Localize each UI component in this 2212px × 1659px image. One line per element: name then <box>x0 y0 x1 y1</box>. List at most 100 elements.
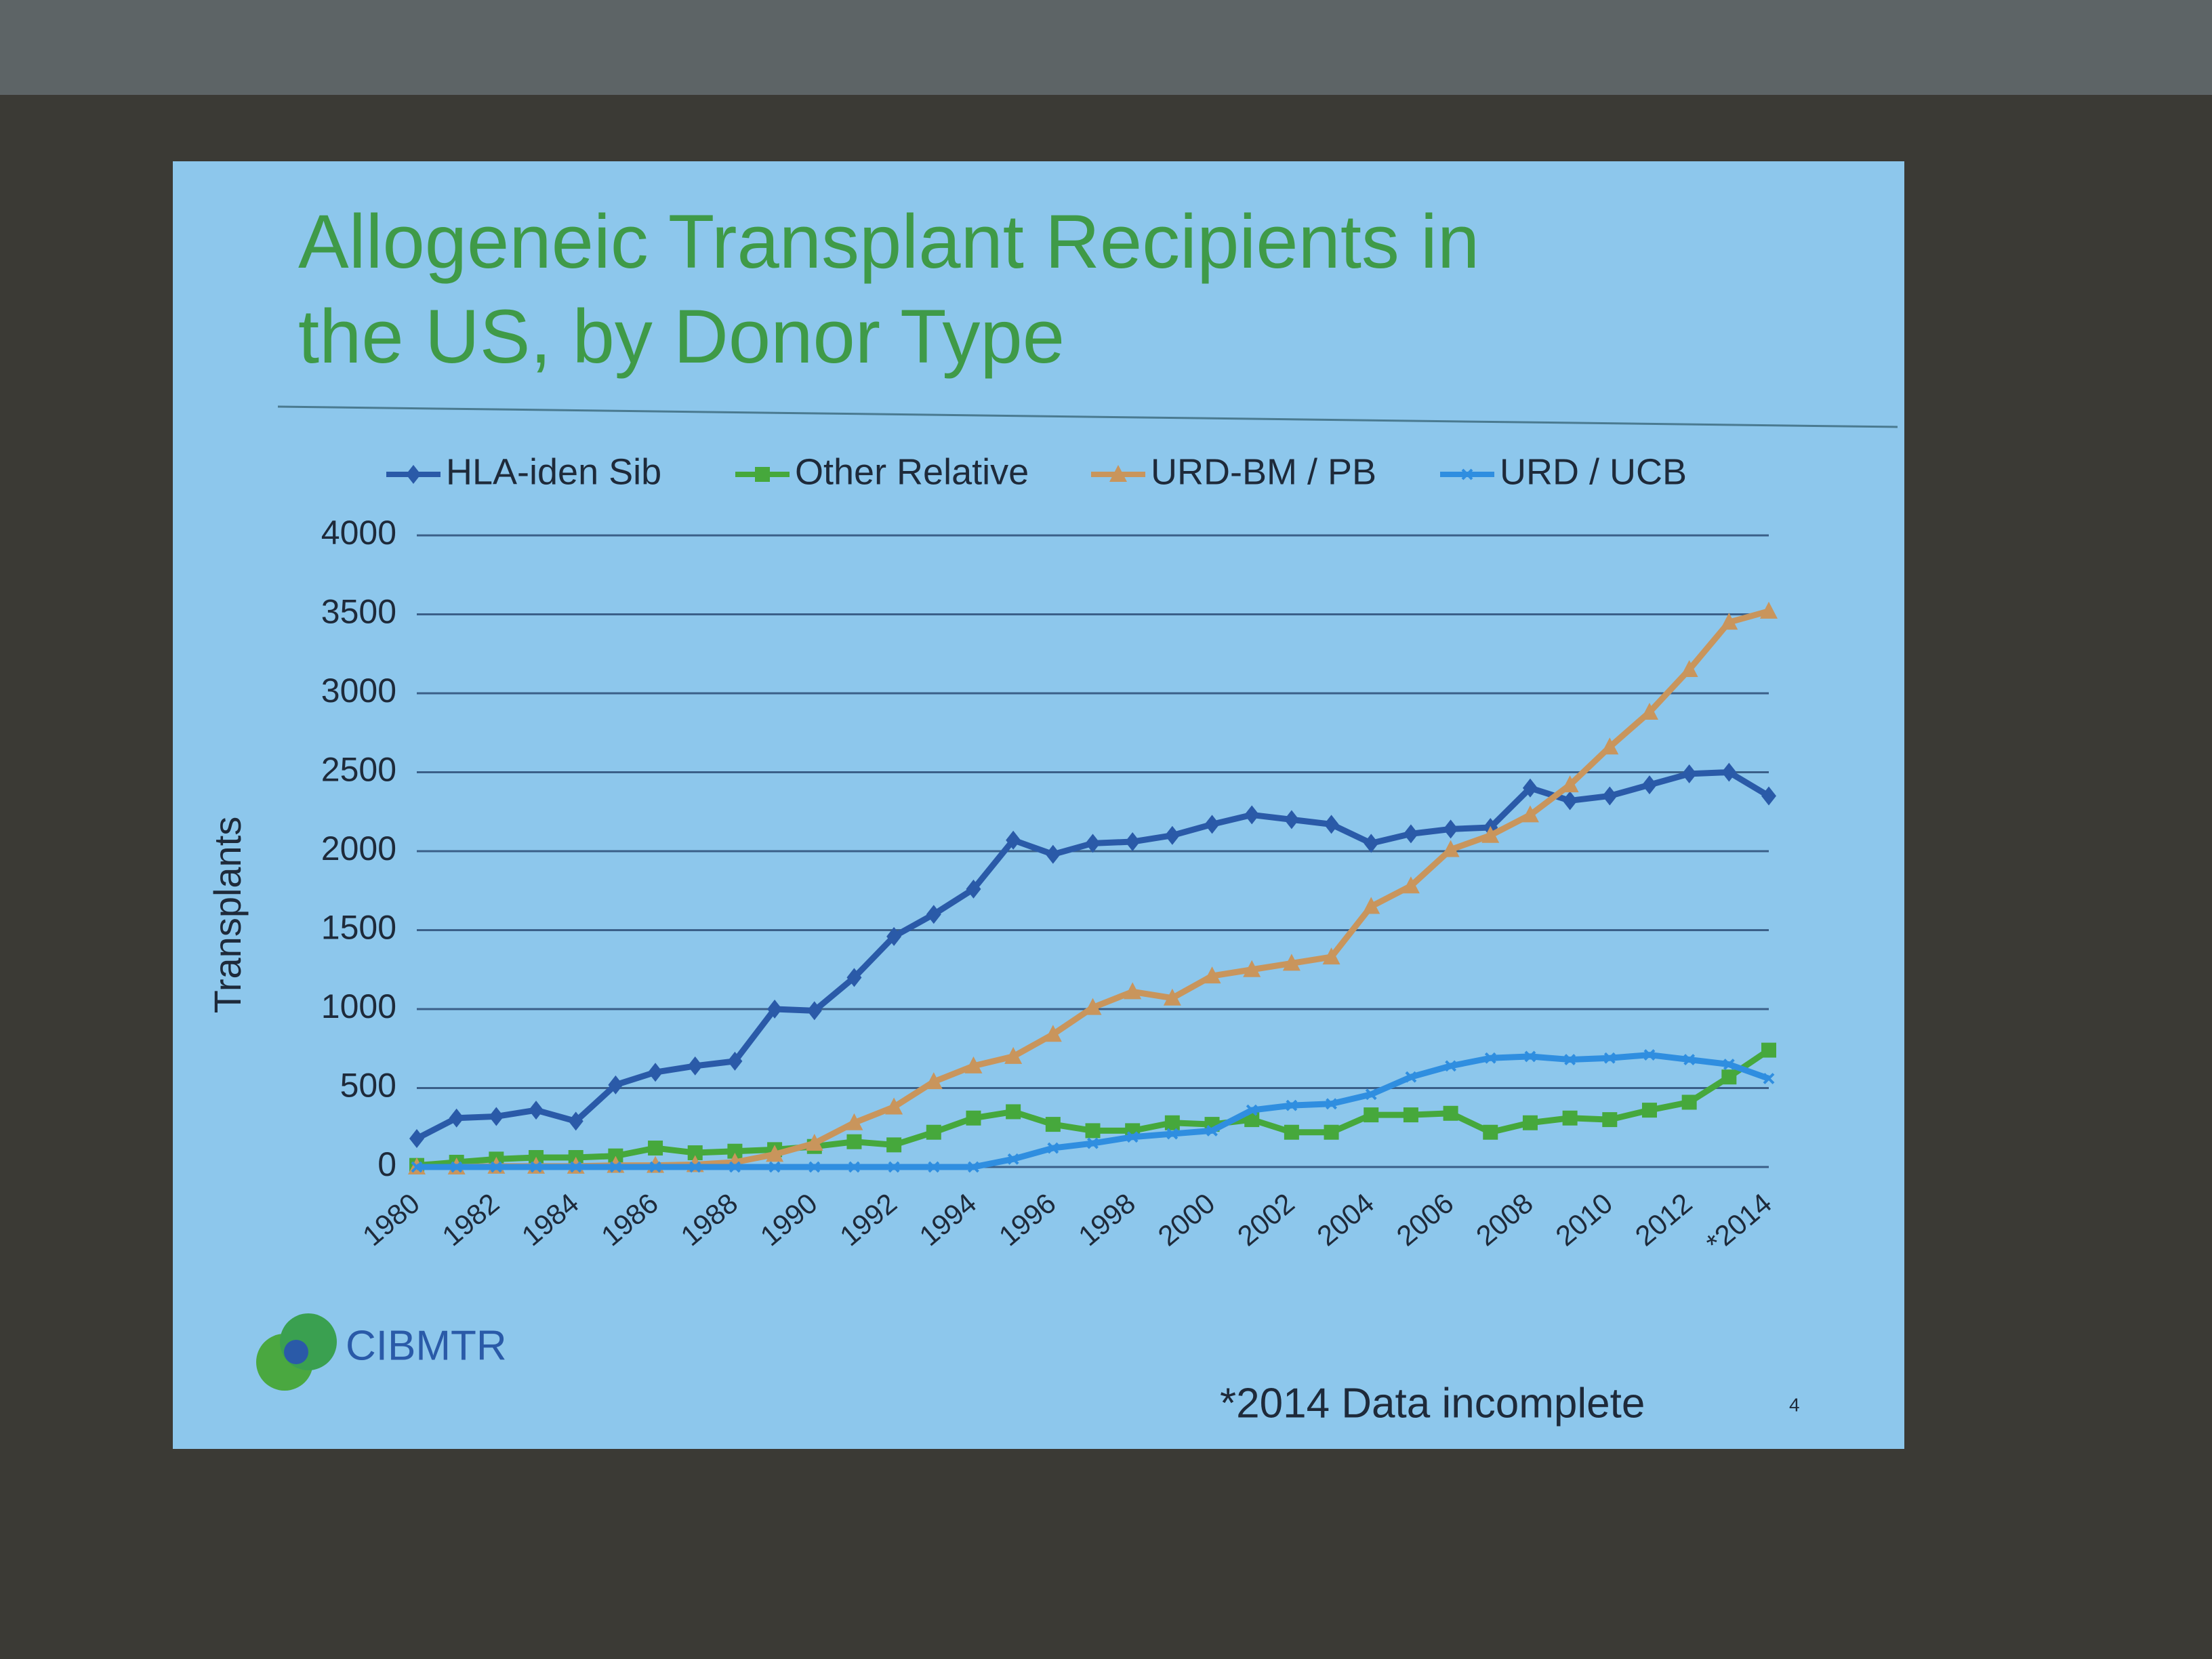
marker <box>1721 762 1737 782</box>
title-rule <box>277 405 1898 428</box>
marker <box>924 1072 943 1090</box>
marker <box>568 1111 583 1131</box>
marker <box>1126 1131 1139 1143</box>
marker <box>846 968 862 987</box>
y-tick-label: 0 <box>377 1145 396 1183</box>
marker <box>1484 1052 1496 1064</box>
marker <box>409 1129 424 1149</box>
y-tick-label: 500 <box>340 1067 396 1105</box>
marker <box>1244 805 1260 825</box>
y-tick-label: 4000 <box>321 514 396 552</box>
marker <box>1562 1110 1578 1126</box>
y-tick-label: 3500 <box>321 593 396 631</box>
marker <box>1282 954 1300 971</box>
marker <box>727 1143 743 1159</box>
marker <box>1125 832 1141 852</box>
marker <box>570 1161 582 1173</box>
marker <box>529 1101 544 1120</box>
marker <box>1109 465 1127 482</box>
marker <box>926 1124 941 1140</box>
marker <box>649 1161 661 1173</box>
slide <box>173 161 1904 1449</box>
marker <box>1761 786 1776 806</box>
marker <box>1405 1071 1417 1083</box>
marker <box>1246 1104 1258 1116</box>
wall-top <box>0 0 2212 95</box>
legend-label: Other Relative <box>795 451 1029 492</box>
marker <box>926 905 941 924</box>
marker <box>490 1161 502 1173</box>
marker <box>648 1063 663 1082</box>
legend-label: URD-BM / PB <box>1151 451 1376 492</box>
marker <box>1602 1112 1618 1128</box>
marker <box>687 1056 703 1076</box>
marker <box>1284 1124 1299 1140</box>
marker <box>805 1134 823 1151</box>
marker <box>1683 1054 1696 1065</box>
marker <box>1640 702 1658 720</box>
marker <box>1461 468 1473 480</box>
logo-circle <box>284 1340 308 1364</box>
marker <box>687 1145 703 1161</box>
marker <box>1324 1124 1339 1140</box>
marker <box>1681 764 1697 783</box>
marker <box>1286 1099 1298 1111</box>
marker <box>964 1056 983 1073</box>
marker <box>1524 1050 1536 1063</box>
marker <box>1045 1117 1061 1132</box>
marker <box>1163 988 1181 1006</box>
marker <box>928 1161 940 1173</box>
marker <box>1641 775 1657 795</box>
marker <box>1365 1088 1377 1101</box>
marker <box>1445 1060 1457 1072</box>
legend-label: HLA-iden Sib <box>446 451 661 492</box>
slide-number: 4 <box>1789 1394 1800 1415</box>
marker <box>1244 1112 1260 1128</box>
marker <box>1443 1105 1458 1121</box>
marker <box>1243 960 1261 977</box>
marker <box>766 1145 784 1162</box>
marker <box>1564 1054 1576 1065</box>
marker <box>1483 1124 1498 1140</box>
marker <box>1007 1153 1019 1165</box>
marker <box>1641 1103 1657 1118</box>
marker <box>1720 613 1738 630</box>
logo-circle <box>280 1313 337 1370</box>
marker <box>1681 1094 1697 1110</box>
marker <box>806 1001 822 1021</box>
marker <box>1322 947 1340 965</box>
marker <box>1723 1059 1735 1070</box>
marker <box>608 1075 623 1094</box>
marker <box>886 926 902 946</box>
marker <box>489 1107 504 1126</box>
marker <box>848 1161 860 1173</box>
marker <box>1284 810 1299 830</box>
y-tick-label: 1500 <box>321 909 396 947</box>
marker <box>1045 844 1061 864</box>
marker <box>530 1161 542 1173</box>
marker <box>729 1161 741 1173</box>
marker <box>1562 791 1578 811</box>
marker <box>1362 897 1380 914</box>
marker <box>1166 1128 1179 1140</box>
marker <box>1601 737 1619 755</box>
marker <box>1522 1115 1538 1130</box>
y-tick-label: 3000 <box>321 672 396 710</box>
marker <box>888 1161 900 1173</box>
marker <box>966 1110 981 1126</box>
marker <box>1481 825 1500 843</box>
marker <box>1403 824 1418 844</box>
marker <box>1401 876 1420 894</box>
marker <box>1763 1073 1775 1084</box>
marker <box>1326 1098 1337 1110</box>
marker <box>885 1097 903 1115</box>
marker <box>886 1137 902 1153</box>
marker <box>1006 830 1021 850</box>
marker <box>609 1161 621 1173</box>
marker <box>755 467 770 482</box>
marker <box>411 1161 423 1173</box>
marker <box>1004 1046 1023 1064</box>
marker <box>1561 775 1579 793</box>
marker <box>1403 1107 1418 1123</box>
